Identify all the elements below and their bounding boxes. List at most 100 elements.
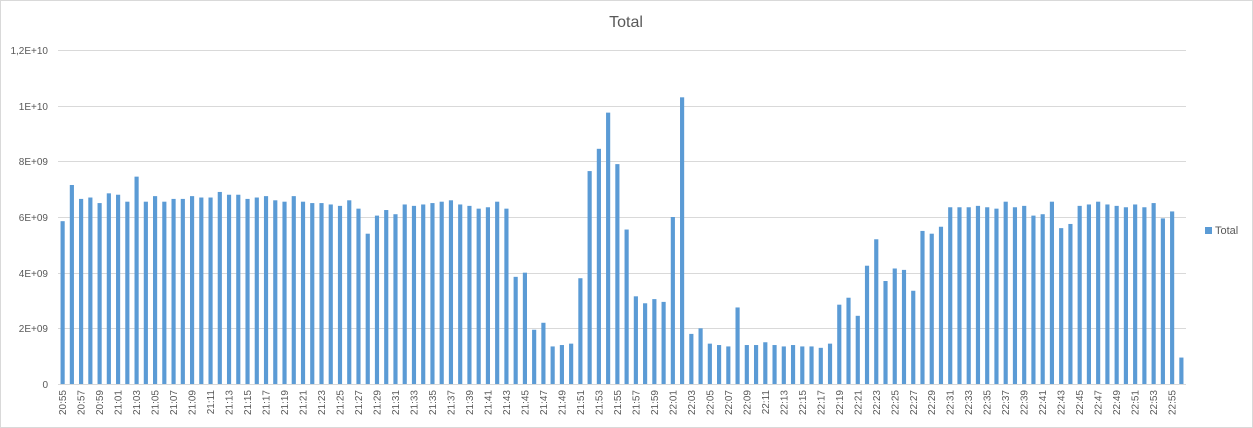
x-tick-label: 21:55 xyxy=(613,390,624,415)
x-tick-label: 21:59 xyxy=(650,390,661,415)
y-tick-label: 2E+09 xyxy=(19,324,49,335)
bar xyxy=(226,194,232,384)
bar xyxy=(643,303,648,384)
bar xyxy=(134,176,139,384)
x-tick-label: 22:37 xyxy=(1001,390,1012,415)
bar xyxy=(467,205,472,384)
bar xyxy=(606,112,611,385)
bar xyxy=(661,301,666,384)
bar xyxy=(818,347,823,384)
bar xyxy=(596,148,601,384)
bar xyxy=(994,208,999,384)
bar xyxy=(439,201,444,384)
bar xyxy=(587,171,592,384)
bar xyxy=(476,208,481,384)
bar xyxy=(864,265,870,384)
bar xyxy=(957,207,962,384)
x-tick-label: 22:35 xyxy=(983,390,994,415)
bar xyxy=(485,207,491,384)
bar xyxy=(874,239,879,384)
bar xyxy=(199,197,204,384)
bar xyxy=(208,197,213,384)
bar xyxy=(171,198,176,384)
y-tick-label: 4E+09 xyxy=(19,269,49,280)
x-tick-label: 21:53 xyxy=(594,390,605,415)
x-tick-label: 21:37 xyxy=(446,390,457,415)
bar xyxy=(1012,207,1018,384)
bar xyxy=(153,196,158,385)
x-tick-label: 22:49 xyxy=(1112,390,1123,415)
bar xyxy=(1077,205,1082,384)
bar xyxy=(1179,357,1184,384)
y-tick-label: 6E+09 xyxy=(19,213,49,224)
bar xyxy=(300,201,306,384)
y-tick-label: 1E+10 xyxy=(19,102,49,113)
bar xyxy=(236,194,241,384)
bar xyxy=(495,201,500,384)
bar xyxy=(550,346,555,384)
bar xyxy=(1068,223,1073,384)
x-tick-label: 22:17 xyxy=(816,390,827,415)
x-tick-label: 21:31 xyxy=(391,390,402,415)
legend: Total xyxy=(1205,225,1238,237)
bar xyxy=(717,345,722,384)
bar xyxy=(245,198,250,384)
x-tick-label: 20:59 xyxy=(95,390,106,415)
x-tick-label: 21:49 xyxy=(557,390,568,415)
bar xyxy=(411,205,417,384)
x-tick-label: 22:19 xyxy=(835,390,846,415)
x-tick-label: 22:09 xyxy=(742,390,753,415)
x-tick-label: 22:01 xyxy=(668,390,679,415)
x-tick-label: 22:05 xyxy=(705,390,716,415)
bar xyxy=(929,233,934,384)
bar xyxy=(772,345,777,384)
bar xyxy=(347,200,352,384)
x-tick-label: 20:55 xyxy=(58,390,69,415)
bar xyxy=(781,346,786,384)
x-tick-label: 21:21 xyxy=(299,390,310,415)
x-tick-label: 21:07 xyxy=(169,390,180,415)
x-tick-label: 22:23 xyxy=(872,390,883,415)
bar xyxy=(1105,204,1110,384)
x-tick-label: 21:25 xyxy=(336,390,347,415)
bar xyxy=(883,281,888,384)
bar xyxy=(69,184,74,384)
bar xyxy=(125,201,130,384)
x-tick-label: 21:15 xyxy=(243,390,254,415)
bar xyxy=(901,269,907,384)
bar xyxy=(837,304,842,384)
x-tick-label: 21:01 xyxy=(114,390,125,415)
bar xyxy=(143,201,148,384)
bar xyxy=(402,204,407,384)
bar xyxy=(911,290,916,384)
bar xyxy=(384,210,389,384)
bar xyxy=(393,214,398,384)
x-tick-label: 22:21 xyxy=(853,390,864,415)
x-tick-label: 22:51 xyxy=(1131,390,1142,415)
bar xyxy=(217,191,222,384)
x-tick-label: 22:27 xyxy=(909,390,920,415)
bar xyxy=(1049,201,1055,384)
x-tick-label: 22:53 xyxy=(1149,390,1160,415)
x-tick-label: 22:39 xyxy=(1020,390,1031,415)
bar xyxy=(365,233,370,384)
bar xyxy=(1059,228,1064,384)
bar xyxy=(88,197,93,384)
y-tick-label: 8E+09 xyxy=(19,157,49,168)
bar xyxy=(855,315,860,384)
bar xyxy=(458,204,463,384)
legend-label-total: Total xyxy=(1215,225,1238,237)
x-tick-label: 21:11 xyxy=(206,390,217,415)
bar xyxy=(273,200,278,384)
bar xyxy=(97,203,102,384)
x-tick-label: 21:05 xyxy=(151,390,162,415)
bar xyxy=(985,207,990,384)
bar xyxy=(624,229,629,384)
bar xyxy=(800,346,805,384)
bar xyxy=(504,208,509,384)
x-tick-label: 21:23 xyxy=(317,390,328,415)
bar xyxy=(1123,207,1128,384)
bar xyxy=(162,201,167,384)
bar xyxy=(726,346,731,384)
